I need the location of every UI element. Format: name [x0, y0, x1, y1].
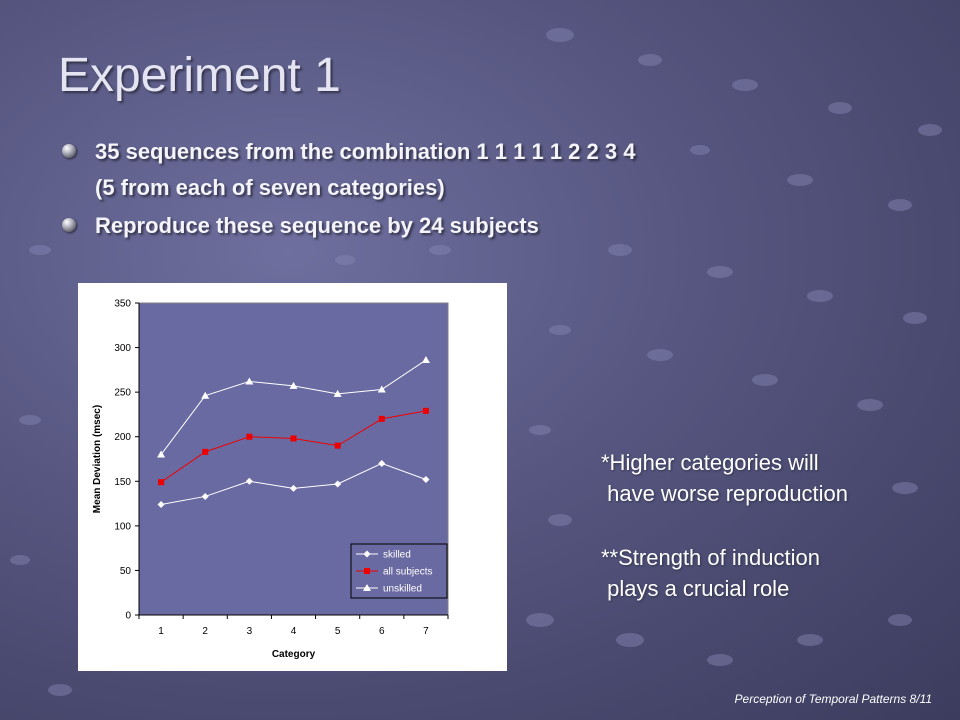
note-1-line-2: have worse reproduction: [601, 481, 849, 506]
bullet-item-1: 35 sequences from the combination 1 1 1 …: [62, 138, 922, 176]
data-point-skilled: [157, 500, 165, 508]
data-point-unskilled: [201, 391, 210, 399]
line-chart: 0 50 100 150 200 250 300 350 1 2 3 4 5 6 7 Mean Deviat…: [78, 283, 507, 671]
data-point-all-subjects: [246, 433, 253, 440]
data-point-unskilled: [333, 389, 342, 397]
bullet-2-line-1: Reproduce these sequence by 24 subjects: [95, 213, 539, 238]
note-strength-of-induction: **Strength of induction plays a crucial …: [601, 542, 931, 604]
data-point-skilled: [334, 480, 342, 488]
x-tick-label: 7: [423, 626, 429, 637]
bullet-list: 35 sequences from the combination 1 1 1 …: [62, 138, 922, 250]
data-point-all-subjects: [290, 435, 297, 442]
series-all-subjects: [158, 407, 429, 486]
data-point-all-subjects: [378, 415, 385, 422]
y-tick-label: 100: [114, 521, 131, 532]
line-chart-svg: 0 50 100 150 200 250 300 350 1 2 3 4 5 6 7 Mean Deviat…: [78, 283, 507, 671]
series-skilled: [157, 459, 430, 508]
x-tick-label: 1: [158, 626, 164, 637]
y-axis-label: Mean Deviation (msec): [92, 405, 103, 513]
data-point-all-subjects: [158, 479, 165, 486]
y-tick-label: 200: [114, 432, 131, 443]
note-2-line-1: **Strength of induction: [601, 545, 820, 570]
x-tick-label: 5: [335, 626, 341, 637]
bullet-dot-icon: [62, 144, 76, 158]
legend-label: skilled: [383, 550, 411, 561]
slide-title: Experiment 1: [58, 49, 341, 102]
bullet-item-2: Reproduce these sequence by 24 subjects: [62, 212, 922, 250]
data-point-all-subjects: [422, 407, 429, 414]
data-point-skilled: [290, 484, 297, 492]
data-point-skilled: [201, 492, 209, 500]
bullet-1-line-1: 35 sequences from the combination 1 1 1 …: [95, 139, 636, 164]
y-tick-label: 250: [114, 388, 131, 399]
note-higher-categories: *Higher categories will have worse repro…: [601, 447, 931, 509]
note-1-line-1: *Higher categories will: [601, 450, 819, 475]
x-axis-label: Category: [272, 649, 316, 660]
legend-label: all subjects: [383, 567, 432, 578]
data-point-skilled: [245, 477, 253, 485]
y-tick-label: 0: [125, 611, 131, 622]
chart-legend: skilled all subjects unskilled: [350, 543, 448, 599]
data-point-unskilled: [157, 450, 166, 458]
data-point-unskilled: [377, 385, 386, 393]
bullet-dot-icon: [62, 218, 76, 232]
data-point-skilled: [422, 476, 430, 484]
bullet-item-1-continuation: (5 from each of seven categories): [62, 174, 922, 212]
data-point-all-subjects: [334, 442, 341, 449]
note-2-line-2: plays a crucial role: [601, 576, 790, 601]
data-point-unskilled: [289, 381, 298, 389]
x-tick-label: 3: [247, 626, 253, 637]
bullet-1-line-2: (5 from each of seven categories): [95, 175, 445, 200]
slide-footer: Perception of Temporal Patterns 8/11: [734, 692, 932, 706]
legend-label: unskilled: [383, 584, 422, 595]
data-point-unskilled: [421, 356, 430, 364]
y-tick-label: 150: [114, 477, 131, 488]
legend-marker: [363, 584, 371, 591]
data-point-skilled: [378, 459, 386, 467]
y-tick-label: 300: [114, 343, 131, 354]
x-tick-label: 6: [379, 626, 385, 637]
x-tick-label: 4: [291, 626, 297, 637]
series-unskilled: [157, 356, 430, 458]
legend-marker: [363, 550, 371, 558]
data-point-all-subjects: [202, 448, 209, 455]
y-tick-label: 350: [114, 299, 131, 310]
data-point-unskilled: [245, 377, 254, 385]
y-tick-label: 50: [120, 566, 132, 577]
legend-marker: [364, 568, 370, 574]
x-tick-label: 2: [202, 626, 208, 637]
